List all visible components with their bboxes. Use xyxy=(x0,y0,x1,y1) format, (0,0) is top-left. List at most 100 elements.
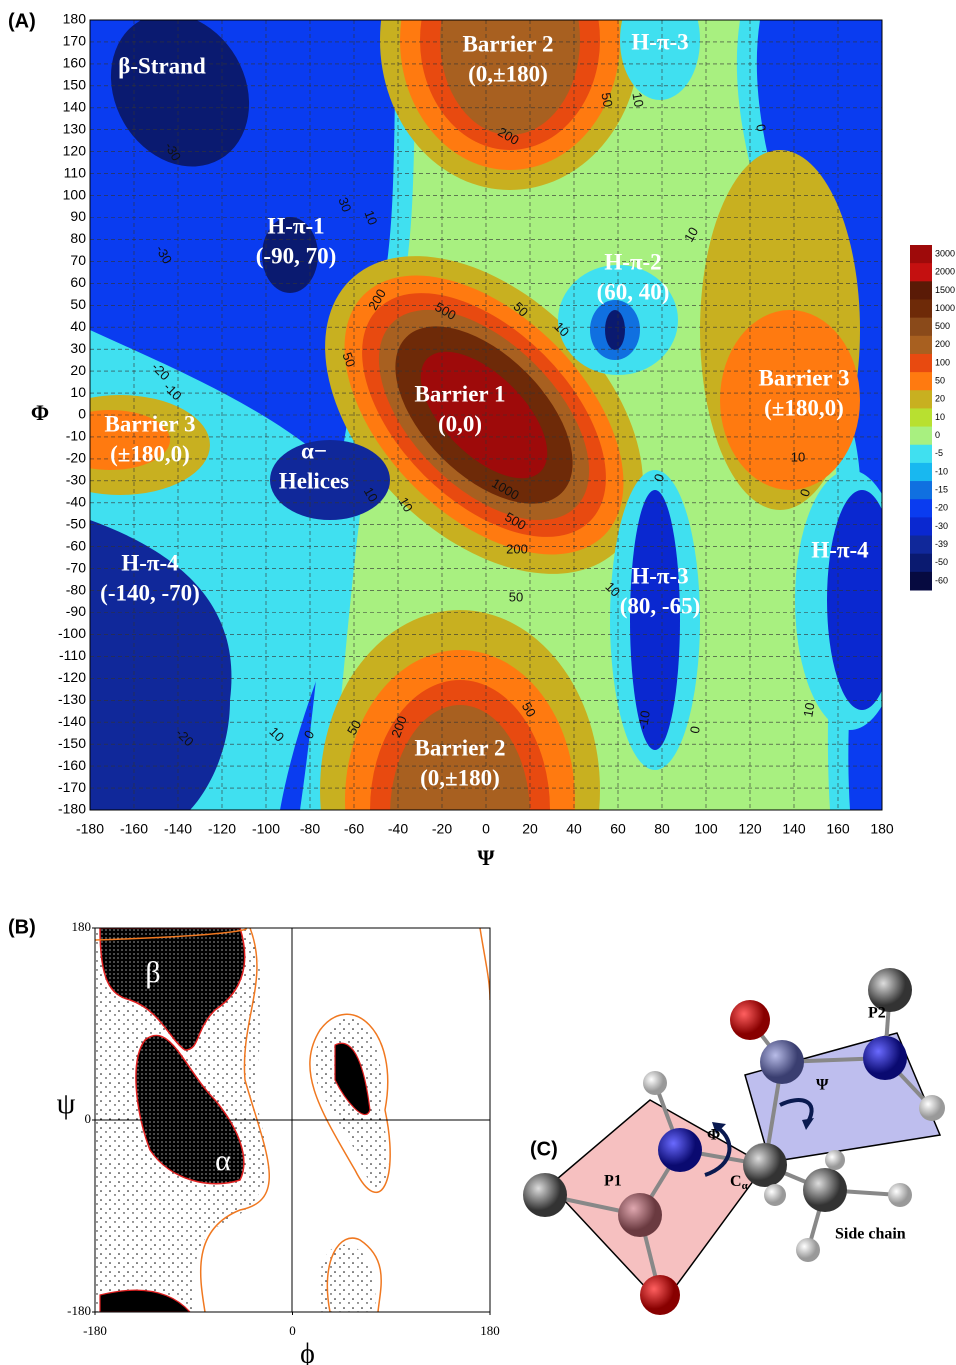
colorbar-label: -20 xyxy=(935,503,948,513)
y-tick-label: -160 xyxy=(58,757,86,773)
colorbar-swatch xyxy=(910,372,932,391)
colorbar-swatch xyxy=(910,390,932,409)
colorbar-label: 3000 xyxy=(935,248,955,258)
x-tick-label: -180 xyxy=(76,821,104,837)
y-tick-label: 110 xyxy=(64,164,87,180)
colorbar-swatch xyxy=(910,463,932,482)
region-label: (±180,0) xyxy=(110,441,190,466)
y-tick-label: 70 xyxy=(70,252,86,268)
region-label: Barrier 1 xyxy=(415,381,506,406)
region-label: (-140, -70) xyxy=(100,580,200,605)
colorbar-label: -39 xyxy=(935,539,948,549)
colorbar-swatch xyxy=(910,281,932,300)
colorbar-label: 100 xyxy=(935,357,950,367)
y-tick-label: 140 xyxy=(63,98,87,114)
y-tick-label: -180 xyxy=(58,801,86,817)
x-tick-label: -140 xyxy=(164,821,192,837)
x-tick-label: 20 xyxy=(522,821,538,837)
y-tick-label: 0 xyxy=(78,406,86,422)
colorbar-swatch xyxy=(910,408,932,427)
panel-label: (B) xyxy=(8,916,36,938)
region-label: Barrier 2 xyxy=(463,31,554,56)
y-tick-label: 20 xyxy=(70,362,86,378)
y-tick-label: -100 xyxy=(58,625,86,641)
diagram-label: P1 xyxy=(604,1173,622,1190)
x-tick-label: 180 xyxy=(870,821,894,837)
contour-label: 50 xyxy=(509,589,523,604)
x-tick-label: 0 xyxy=(289,1323,296,1338)
colorbar-label: 1000 xyxy=(935,303,955,313)
colorbar-swatch xyxy=(910,354,932,373)
calpha-text: C xyxy=(730,1173,742,1190)
region-label: (-90, 70) xyxy=(256,243,336,268)
y-tick-label: -130 xyxy=(58,691,86,707)
contour-label: 10 xyxy=(791,449,805,464)
y-tick-label: -120 xyxy=(58,669,86,685)
x-tick-label: 120 xyxy=(738,821,762,837)
y-tick-label: 180 xyxy=(63,11,87,27)
colorbar-swatch xyxy=(910,499,932,518)
y-tick-label: 180 xyxy=(72,919,92,934)
colorbar-label: -5 xyxy=(935,448,943,458)
y-tick-label: 160 xyxy=(63,55,87,71)
region-label: α− xyxy=(301,438,327,463)
y-axis-label: ψ xyxy=(57,1087,76,1120)
colorbar-swatch xyxy=(910,318,932,337)
x-tick-label: 180 xyxy=(480,1323,500,1338)
y-tick-label: 80 xyxy=(70,230,86,246)
y-tick-label: -20 xyxy=(66,450,86,466)
colorbar-label: 10 xyxy=(935,412,945,422)
x-tick-label: -120 xyxy=(208,821,236,837)
region-label: (0,±180) xyxy=(420,765,500,790)
region-label: α xyxy=(215,1144,231,1177)
y-tick-label: -40 xyxy=(66,493,86,509)
region-label: Barrier 3 xyxy=(105,411,196,436)
colorbar-label: 200 xyxy=(935,339,950,349)
y-tick-label: -150 xyxy=(58,735,86,751)
region-label: H-π-3 xyxy=(631,563,688,588)
diagram-label: P2 xyxy=(868,1005,886,1022)
x-tick-label: -20 xyxy=(432,821,452,837)
y-tick-label: -70 xyxy=(66,559,86,575)
x-axis-label: ϕ xyxy=(300,1338,315,1365)
contour-label: 10 xyxy=(800,701,817,718)
y-tick-label: -90 xyxy=(66,603,86,619)
region-label: (60, 40) xyxy=(597,279,670,304)
colorbar-swatch xyxy=(910,572,932,591)
y-tick-label: 40 xyxy=(70,318,86,334)
y-tick-label: -80 xyxy=(66,581,86,597)
panel-label: (A) xyxy=(8,10,36,32)
colorbar-label: 500 xyxy=(935,321,950,331)
x-tick-label: 140 xyxy=(782,821,806,837)
colorbar-label: -30 xyxy=(935,521,948,531)
colorbar-label: 1500 xyxy=(935,285,955,295)
colorbar-label: 50 xyxy=(935,376,945,386)
y-tick-label: -170 xyxy=(58,779,86,795)
region-label: (±180,0) xyxy=(764,395,844,420)
x-tick-label: -40 xyxy=(388,821,408,837)
region-label: H-π-4 xyxy=(811,537,869,562)
contour-label: 50 xyxy=(598,91,615,108)
colorbar-swatch xyxy=(910,336,932,355)
colorbar-swatch xyxy=(910,299,932,318)
colorbar-swatch xyxy=(910,517,932,536)
y-tick-label: 30 xyxy=(70,340,86,356)
y-tick-label: 100 xyxy=(63,186,87,202)
x-tick-label: 160 xyxy=(826,821,850,837)
y-tick-label: 120 xyxy=(63,142,87,158)
colorbar-label: 20 xyxy=(935,394,945,404)
x-tick-label: 80 xyxy=(654,821,670,837)
x-tick-label: 100 xyxy=(694,821,718,837)
contour-fills xyxy=(30,0,905,970)
colorbar-label: 0 xyxy=(935,430,940,440)
y-tick-label: 170 xyxy=(63,33,87,49)
x-tick-label: -180 xyxy=(83,1323,107,1338)
region-label: H-π-4 xyxy=(121,550,179,575)
colorbar-label: -15 xyxy=(935,485,948,495)
y-tick-label: 90 xyxy=(70,208,86,224)
colorbar-label: -50 xyxy=(935,557,948,567)
x-tick-label: 60 xyxy=(610,821,626,837)
region-label: Helices xyxy=(279,468,349,493)
y-tick-label: -10 xyxy=(66,428,86,444)
colorbar-swatch xyxy=(910,554,932,573)
